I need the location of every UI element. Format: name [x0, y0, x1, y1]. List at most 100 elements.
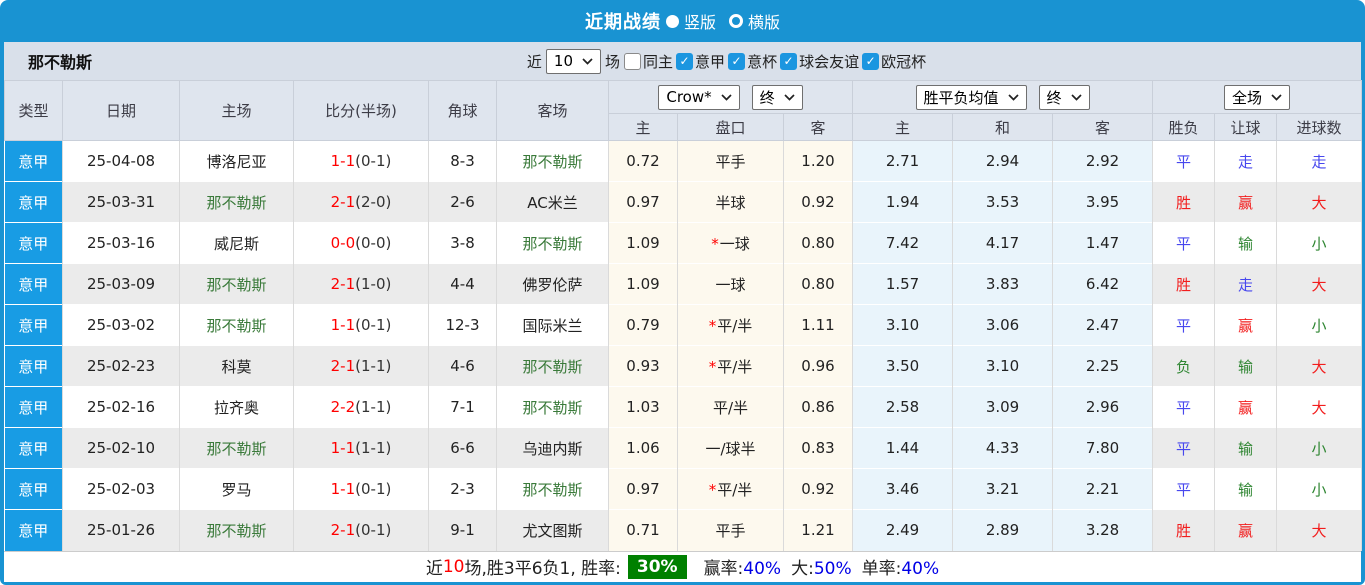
- avg-draw-odds: 3.53: [952, 181, 1054, 223]
- corner-count: 2-6: [428, 181, 497, 223]
- handicap-line: *平/半: [677, 345, 784, 387]
- avg-draw-odds: 3.10: [952, 345, 1054, 387]
- match-date: 25-02-23: [62, 345, 180, 387]
- sub-header-avg-home: 主: [852, 113, 954, 141]
- match-result: 胜: [1152, 509, 1216, 551]
- score-cell: 2-1(2-0): [293, 181, 429, 223]
- handicap-odds-away: 1.20: [783, 140, 854, 182]
- title-bar: 近期战绩 竖版 横版: [4, 0, 1361, 42]
- full-time-score: 2-1: [330, 193, 356, 211]
- handicap-result: 赢: [1214, 509, 1278, 551]
- summary-bar: 近 10 场,胜3平6负1, 胜率: 30% 赢率:40% 大:50% 单率:40%: [4, 550, 1361, 582]
- match-row: 意甲 25-02-03 罗马 1-1(0-1) 2-3 那不勒斯 0.97 *平/半 0.92 3…: [4, 468, 1363, 510]
- handicap-odds-away: 0.92: [783, 468, 854, 510]
- goals-result: 大: [1276, 263, 1363, 305]
- avg-draw-odds: 2.89: [952, 509, 1054, 551]
- avg-away-odds: 1.47: [1052, 222, 1154, 264]
- corner-count: 4-4: [428, 263, 497, 305]
- checkbox-checked-icon[interactable]: ✓: [780, 52, 798, 70]
- half-time-score: (0-1): [355, 521, 392, 540]
- match-date: 25-02-16: [62, 386, 180, 428]
- sub-header-handicap-home: 主: [608, 113, 678, 141]
- away-team: 尤文图斯: [496, 509, 609, 551]
- avg-draw-odds: 3.06: [952, 304, 1054, 346]
- summary-stats: 赢率:40% 大:50% 单率:40%: [694, 554, 940, 579]
- filter-controls: 近 10 场 同主 ✓ 意甲 ✓ 意杯 ✓ 球会友谊 ✓ 欧冠杯: [527, 48, 926, 74]
- half-time-score: (1-0): [355, 275, 392, 293]
- match-date: 25-02-03: [62, 468, 180, 510]
- games-label: 场: [605, 52, 621, 71]
- handicap-line: 平手: [677, 509, 784, 551]
- score-cell: 2-1(1-0): [293, 263, 429, 305]
- avg-home-odds: 3.10: [852, 304, 954, 346]
- league-badge: 意甲: [4, 263, 63, 305]
- star-mark: *: [711, 234, 719, 253]
- handicap-odds-away: 1.21: [783, 509, 854, 551]
- avg-away-odds: 7.80: [1052, 427, 1154, 469]
- filter-option: ✓ 球会友谊: [780, 51, 859, 72]
- handicap-line: 一/球半: [677, 427, 784, 469]
- match-row: 意甲 25-03-09 那不勒斯 2-1(1-0) 4-4 佛罗伦萨 1.09 一球 0.80 1…: [4, 263, 1363, 305]
- half-time-score: (1-1): [355, 357, 392, 375]
- away-team: 国际米兰: [496, 304, 609, 346]
- handicap-result: 赢: [1214, 304, 1278, 346]
- away-team: 那不勒斯: [496, 468, 609, 510]
- goals-result: 大: [1276, 386, 1363, 428]
- full-time-score: 2-1: [330, 357, 356, 375]
- avg-odds-select[interactable]: 胜平负均值: [915, 84, 1027, 110]
- bookmaker-select[interactable]: Crow*: [658, 84, 740, 110]
- checkbox-checked-icon[interactable]: ✓: [676, 52, 694, 70]
- radio-horizontal-label: 横版: [748, 13, 781, 32]
- goals-result: 小: [1276, 468, 1363, 510]
- match-result: 胜: [1152, 181, 1216, 223]
- handicap-odds-home: 0.72: [608, 140, 678, 182]
- checkbox-checked-icon[interactable]: ✓: [728, 52, 746, 70]
- avg-draw-odds: 2.94: [952, 140, 1054, 182]
- home-team: 那不勒斯: [179, 427, 294, 469]
- summary-stat-value: 50%: [813, 559, 852, 579]
- away-team: AC米兰: [496, 181, 609, 223]
- chevron-down-icon: [784, 93, 795, 101]
- radio-horizontal-layout[interactable]: 横版: [729, 9, 780, 33]
- avg-odds-value: 胜平负均值: [923, 88, 999, 107]
- match-row: 意甲 25-03-02 那不勒斯 1-1(0-1) 12-3 国际米兰 0.79 *平/半 1.…: [4, 304, 1363, 346]
- handicap-time-select[interactable]: 终: [751, 84, 803, 110]
- summary-stat: 大:50%: [791, 554, 852, 579]
- avg-time-select[interactable]: 终: [1038, 84, 1090, 110]
- avg-home-odds: 2.49: [852, 509, 954, 551]
- score-cell: 1-1(0-1): [293, 140, 429, 182]
- col-header-away: 客场: [496, 80, 609, 141]
- filter-option: ✓ 意甲: [676, 51, 725, 72]
- handicap-odds-home: 0.97: [608, 468, 678, 510]
- results-table: 类型 日期 主场 比分(半场) 角球 客场 Crow* 终: [4, 80, 1363, 551]
- col-header-score: 比分(半场): [293, 80, 429, 141]
- goals-result: 大: [1276, 345, 1363, 387]
- match-row: 意甲 25-03-31 那不勒斯 2-1(2-0) 2-6 AC米兰 0.97 半球 0.92 1…: [4, 181, 1363, 223]
- recent-count-select[interactable]: 10: [545, 48, 602, 74]
- match-date: 25-03-09: [62, 263, 180, 305]
- summary-stat-label: 单率:: [861, 559, 902, 579]
- filter-option: ✓ 意杯: [728, 51, 777, 72]
- avg-home-odds: 7.42: [852, 222, 954, 264]
- corner-count: 9-1: [428, 509, 497, 551]
- match-result: 胜: [1152, 263, 1216, 305]
- half-time-score: (1-1): [355, 398, 392, 416]
- goals-result: 大: [1276, 509, 1363, 551]
- summary-stat-value: 40%: [901, 559, 940, 579]
- scope-select[interactable]: 全场: [1224, 84, 1291, 110]
- league-badge: 意甲: [4, 386, 63, 428]
- handicap-odds-home: 1.03: [608, 386, 678, 428]
- checkbox-unchecked-icon[interactable]: [624, 52, 642, 70]
- match-result: 平: [1152, 140, 1216, 182]
- full-time-score: 1-1: [330, 439, 356, 457]
- col-header-date: 日期: [62, 80, 180, 141]
- radio-selected-icon: [665, 14, 679, 28]
- home-team: 那不勒斯: [179, 304, 294, 346]
- avg-home-odds: 1.57: [852, 263, 954, 305]
- checkbox-checked-icon[interactable]: ✓: [862, 52, 880, 70]
- radio-vertical-layout[interactable]: 竖版: [665, 9, 716, 33]
- corner-count: 6-6: [428, 427, 497, 469]
- league-badge: 意甲: [4, 345, 63, 387]
- handicap-odds-away: 0.80: [783, 222, 854, 264]
- league-badge: 意甲: [4, 181, 63, 223]
